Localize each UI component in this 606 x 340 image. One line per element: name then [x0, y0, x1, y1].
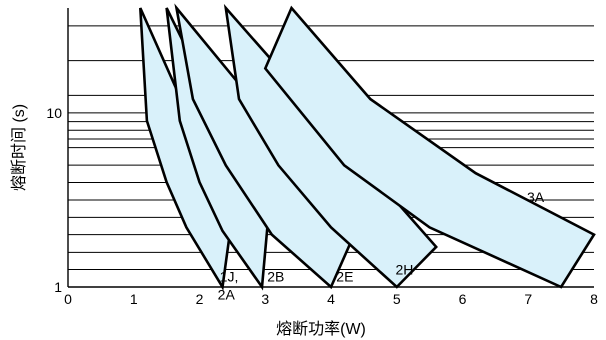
x-tick-label: 5	[393, 291, 401, 307]
x-tick-label: 6	[459, 291, 467, 307]
band-label: 2E	[336, 268, 353, 284]
band-label: 3A	[527, 189, 545, 205]
x-tick-label: 4	[327, 291, 335, 307]
band-label: 2A	[218, 286, 236, 302]
axes	[67, 8, 594, 288]
band-label: 2B	[267, 268, 284, 284]
y-axis-title: 熔断时间 (s)	[10, 104, 28, 191]
x-tick-label: 3	[261, 291, 269, 307]
x-tick-label: 0	[64, 291, 72, 307]
y-tick-label: 1	[54, 279, 62, 295]
x-tick-label: 7	[524, 291, 532, 307]
band-label: 2H	[395, 261, 413, 277]
x-axis-title: 熔断功率(W)	[276, 320, 366, 338]
y-tick-label: 10	[46, 105, 62, 121]
x-tick-label: 1	[130, 291, 138, 307]
x-tick-label: 2	[196, 291, 204, 307]
band-label: 1J,	[220, 268, 239, 284]
x-tick-label: 8	[590, 291, 598, 307]
band-labels: 1J, 2A 2B 2E 2H 3A	[218, 189, 545, 302]
